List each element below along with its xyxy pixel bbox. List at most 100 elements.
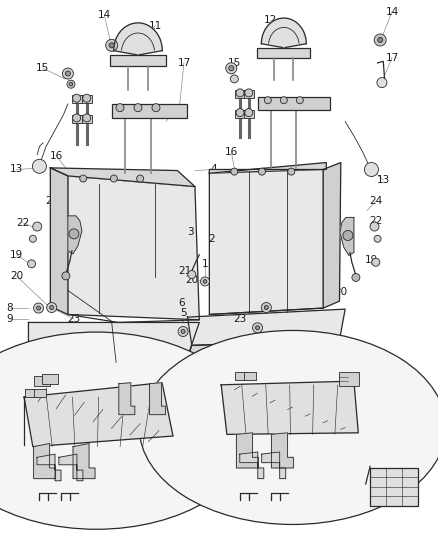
Text: 17: 17 xyxy=(385,53,399,62)
Polygon shape xyxy=(28,322,199,357)
Text: 9: 9 xyxy=(6,314,13,324)
Polygon shape xyxy=(261,452,286,479)
Text: 2: 2 xyxy=(208,234,215,244)
Bar xyxy=(258,97,329,110)
Circle shape xyxy=(374,235,381,243)
Circle shape xyxy=(62,272,70,280)
Circle shape xyxy=(229,66,234,71)
Bar xyxy=(258,47,310,58)
Bar xyxy=(34,376,49,386)
Polygon shape xyxy=(24,383,173,447)
Circle shape xyxy=(231,168,238,175)
Circle shape xyxy=(116,103,124,112)
Text: 6: 6 xyxy=(178,298,185,308)
Circle shape xyxy=(73,94,81,102)
Bar xyxy=(244,372,256,380)
Circle shape xyxy=(236,89,244,97)
Bar xyxy=(34,389,46,398)
Text: 20: 20 xyxy=(334,287,347,297)
Circle shape xyxy=(109,43,114,48)
Text: 20: 20 xyxy=(185,275,198,285)
Text: 21: 21 xyxy=(178,266,191,276)
Text: 18: 18 xyxy=(165,104,178,114)
Bar xyxy=(112,104,187,118)
Text: 16: 16 xyxy=(49,151,63,160)
Circle shape xyxy=(69,229,79,239)
Polygon shape xyxy=(187,309,345,345)
Circle shape xyxy=(264,96,271,104)
Bar xyxy=(110,55,166,66)
Circle shape xyxy=(364,163,378,176)
Text: 18: 18 xyxy=(295,99,308,109)
Bar xyxy=(42,375,58,384)
Text: 3: 3 xyxy=(187,227,194,237)
Text: 23: 23 xyxy=(67,314,80,324)
Text: 8: 8 xyxy=(6,303,13,313)
Text: 22: 22 xyxy=(16,218,29,228)
Bar xyxy=(25,389,37,398)
Polygon shape xyxy=(34,443,56,479)
Circle shape xyxy=(377,78,387,87)
Ellipse shape xyxy=(0,332,254,529)
Circle shape xyxy=(288,168,295,175)
Polygon shape xyxy=(37,454,61,481)
Circle shape xyxy=(181,329,185,334)
Circle shape xyxy=(47,303,57,312)
Bar xyxy=(235,90,245,98)
Circle shape xyxy=(33,222,42,231)
Circle shape xyxy=(29,235,36,243)
Polygon shape xyxy=(59,454,83,481)
Polygon shape xyxy=(50,168,195,187)
Text: 26: 26 xyxy=(387,490,400,499)
Text: 10: 10 xyxy=(377,467,390,477)
Circle shape xyxy=(201,277,209,286)
Circle shape xyxy=(83,94,91,102)
Circle shape xyxy=(152,103,160,112)
Text: 24: 24 xyxy=(45,197,58,206)
Ellipse shape xyxy=(139,330,438,524)
Circle shape xyxy=(69,83,73,86)
Polygon shape xyxy=(149,383,166,415)
Circle shape xyxy=(352,273,360,281)
Circle shape xyxy=(73,114,81,122)
Text: 25: 25 xyxy=(273,490,286,499)
Text: 20: 20 xyxy=(10,271,23,281)
Circle shape xyxy=(343,230,353,240)
Text: 11: 11 xyxy=(149,21,162,30)
Circle shape xyxy=(137,175,144,182)
Circle shape xyxy=(245,109,253,117)
Text: 14: 14 xyxy=(98,10,111,20)
Circle shape xyxy=(264,305,268,310)
Text: 19: 19 xyxy=(365,255,378,265)
Polygon shape xyxy=(68,216,82,254)
Polygon shape xyxy=(240,452,264,479)
Circle shape xyxy=(258,168,265,175)
Circle shape xyxy=(106,39,118,51)
Circle shape xyxy=(188,270,196,279)
Circle shape xyxy=(80,175,87,182)
Circle shape xyxy=(245,89,253,97)
Bar xyxy=(370,468,418,506)
Polygon shape xyxy=(119,383,135,415)
Circle shape xyxy=(28,260,35,268)
Polygon shape xyxy=(237,433,258,468)
Text: 16: 16 xyxy=(225,147,238,157)
Circle shape xyxy=(34,303,43,313)
Circle shape xyxy=(280,96,287,104)
Polygon shape xyxy=(68,176,199,320)
Circle shape xyxy=(255,326,260,330)
Bar xyxy=(72,95,81,103)
Text: 5: 5 xyxy=(180,309,187,318)
Circle shape xyxy=(203,280,207,283)
Text: 15: 15 xyxy=(36,63,49,73)
Polygon shape xyxy=(340,217,354,255)
Polygon shape xyxy=(323,163,341,308)
Circle shape xyxy=(49,305,54,310)
Text: 25: 25 xyxy=(71,490,85,499)
Circle shape xyxy=(62,68,74,79)
Circle shape xyxy=(36,306,41,310)
Circle shape xyxy=(236,109,244,117)
Circle shape xyxy=(32,159,46,173)
Text: 12: 12 xyxy=(264,15,277,25)
Circle shape xyxy=(230,75,238,83)
